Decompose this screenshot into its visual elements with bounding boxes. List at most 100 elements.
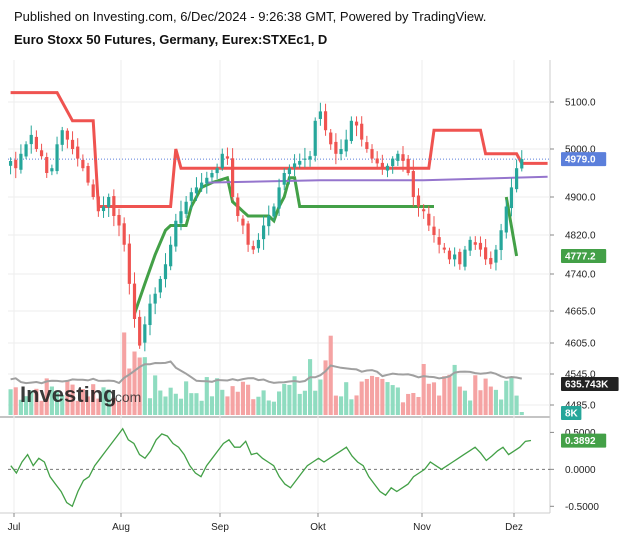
volume-ma-badge-bg bbox=[561, 377, 619, 391]
grid bbox=[8, 60, 550, 513]
candle-body bbox=[411, 171, 415, 197]
volume-bar bbox=[483, 378, 488, 415]
volume-bar bbox=[116, 401, 122, 415]
volume-badge-text: 8K bbox=[565, 409, 579, 420]
candle-body bbox=[127, 243, 131, 284]
price-tick-label: 4740.0 bbox=[565, 270, 596, 281]
candle-body bbox=[494, 249, 498, 263]
time-axis: Jul Aug Sep Okt Nov Dez bbox=[8, 513, 523, 533]
volume-bar bbox=[323, 360, 328, 415]
volume-bar bbox=[478, 390, 483, 415]
volume-bar bbox=[338, 396, 344, 415]
lower-band-badge-text: 4777.2 bbox=[565, 251, 596, 262]
last-price-badge: 4979.0 bbox=[561, 152, 607, 167]
instrument-title: Euro Stoxx 50 Futures, Germany, Eurex:ST… bbox=[14, 32, 328, 47]
volume-bar bbox=[34, 388, 39, 415]
candle-body bbox=[323, 111, 328, 131]
volume-bar bbox=[297, 393, 302, 415]
volume-badge-bg bbox=[561, 406, 582, 420]
volume-bar bbox=[488, 386, 493, 415]
candle-body bbox=[447, 250, 452, 260]
candle-body bbox=[122, 223, 126, 245]
volume-bar bbox=[292, 376, 297, 415]
publisher-line: Published on Investing.com, 6/Dec/2024 -… bbox=[14, 9, 487, 24]
oscillator-badge: 0.3892 bbox=[561, 433, 607, 448]
volume-bar bbox=[514, 395, 519, 415]
last-price-badge-text: 4979.0 bbox=[565, 155, 596, 166]
volume-bar bbox=[60, 395, 65, 415]
volume-ma-line bbox=[10, 360, 523, 385]
volume-bar bbox=[375, 377, 380, 415]
volume-bar bbox=[24, 396, 29, 415]
candle-body bbox=[272, 206, 276, 217]
candle-body bbox=[504, 206, 508, 233]
candle-body bbox=[261, 225, 266, 240]
candle-body bbox=[163, 264, 168, 280]
candle-body bbox=[8, 161, 13, 166]
volume-bar bbox=[426, 383, 431, 415]
volume-bar bbox=[199, 400, 204, 415]
candles bbox=[8, 102, 524, 352]
volume-bar bbox=[246, 384, 251, 415]
date-label-aug: Aug bbox=[112, 522, 130, 533]
volume-bar bbox=[457, 386, 462, 415]
candle-body bbox=[153, 293, 157, 304]
lower-band-tail bbox=[504, 196, 519, 257]
volume-bar bbox=[49, 386, 54, 415]
volume-bar bbox=[271, 401, 276, 415]
osc-tick-label: 0.5000 bbox=[565, 428, 596, 439]
candle-body bbox=[70, 139, 75, 149]
candle-body bbox=[349, 120, 353, 142]
price-tick-label: 4900.0 bbox=[565, 193, 596, 204]
candle-body bbox=[174, 220, 178, 247]
volume-bar bbox=[266, 400, 271, 415]
candle-body bbox=[520, 159, 524, 169]
candle-body bbox=[484, 247, 488, 260]
candle-body bbox=[308, 156, 312, 160]
candle-body bbox=[406, 158, 410, 173]
candle-body bbox=[334, 141, 338, 154]
investing-logo: Investing .com bbox=[20, 382, 141, 407]
volume-bar bbox=[194, 393, 199, 415]
candle-body bbox=[298, 161, 302, 165]
volume-bar bbox=[111, 398, 116, 415]
investing-logo-main: Investing bbox=[20, 382, 117, 407]
volume-bar bbox=[431, 382, 437, 415]
candle-body bbox=[282, 173, 286, 185]
volume-bar bbox=[132, 351, 137, 415]
candle-body bbox=[45, 157, 49, 173]
candle-body bbox=[339, 149, 343, 155]
osc-tick-label: -0.5000 bbox=[565, 502, 599, 513]
oscillator-badge-text: 0.3892 bbox=[565, 436, 596, 447]
volume-bar bbox=[468, 400, 473, 415]
candle-body bbox=[256, 239, 261, 249]
volume-bar bbox=[251, 399, 256, 415]
candle-body bbox=[375, 158, 379, 164]
volume-bar bbox=[158, 390, 163, 415]
volume-bar bbox=[442, 376, 447, 415]
volume-bar bbox=[163, 396, 168, 415]
candle-body bbox=[220, 153, 224, 169]
price-axis: 5100.0 5000.0 4900.0 4820.0 4740.0 4665.0 4605… bbox=[550, 98, 599, 513]
volume-bar bbox=[437, 395, 442, 415]
volume-bar bbox=[421, 363, 426, 415]
candle-body bbox=[318, 111, 322, 119]
candle-body bbox=[19, 153, 23, 170]
volume-bar bbox=[369, 375, 375, 415]
candle-body bbox=[267, 216, 271, 227]
volume-bar bbox=[54, 391, 60, 415]
volume-bar bbox=[256, 396, 261, 415]
candle-body bbox=[24, 144, 28, 157]
volume-bar bbox=[235, 391, 240, 415]
volume-bar bbox=[354, 395, 359, 415]
candle-body bbox=[158, 278, 162, 293]
candle-body bbox=[380, 162, 384, 169]
upper-band-line bbox=[10, 91, 548, 208]
oscillator-panel bbox=[8, 427, 550, 508]
volume-bar bbox=[209, 396, 215, 415]
oscillator-badge-bg bbox=[561, 433, 607, 448]
candle-body bbox=[189, 192, 193, 201]
volume-bar bbox=[101, 387, 106, 415]
